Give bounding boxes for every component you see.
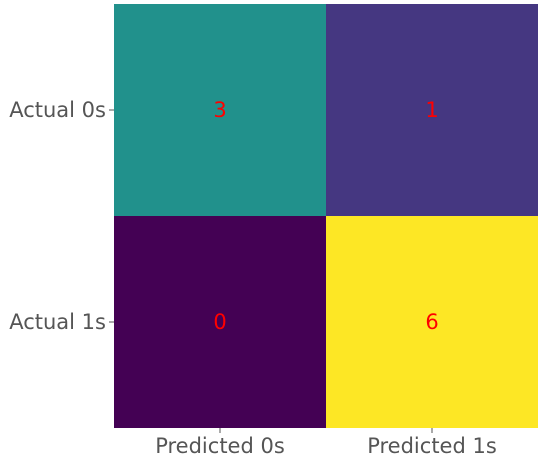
heatmap-cells xyxy=(114,4,538,428)
x-tick-label-1: Predicted 1s xyxy=(367,434,497,458)
cell-value-r0-c1: 1 xyxy=(425,98,438,122)
cell-value-r1-c1: 6 xyxy=(425,310,438,334)
heatmap-cell-r1-c0 xyxy=(114,216,326,428)
heatmap-cell-r1-c1 xyxy=(326,216,538,428)
y-axis: Actual 0s Actual 1s xyxy=(9,98,114,334)
x-tick-label-0: Predicted 0s xyxy=(155,434,285,458)
x-axis: Predicted 0s Predicted 1s xyxy=(155,428,497,458)
cell-value-r0-c0: 3 xyxy=(213,98,226,122)
y-tick-label-0: Actual 0s xyxy=(9,98,106,122)
cell-value-r1-c0: 0 xyxy=(213,310,226,334)
heatmap-cell-r0-c1 xyxy=(326,4,538,216)
cell-annotations: 3 1 0 6 xyxy=(213,98,438,334)
y-tick-label-1: Actual 1s xyxy=(9,310,106,334)
heatmap-cell-r0-c0 xyxy=(114,4,326,216)
